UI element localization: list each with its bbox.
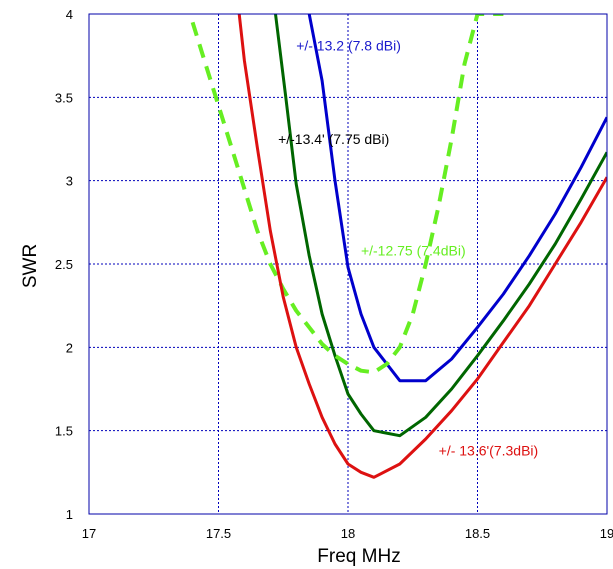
- y-tick-label: 2: [66, 340, 73, 355]
- curve-annotation: +/- 13.2 (7.8 dBi): [296, 38, 401, 54]
- plot-frame: [88, 13, 608, 515]
- x-tick-label: 18: [341, 526, 355, 541]
- x-tick-labels: 17 17.5 18 18.5 19: [82, 526, 613, 541]
- y-tick-label: 3.5: [55, 90, 73, 105]
- series-line-3: [237, 14, 607, 479]
- series-line-2: [190, 14, 504, 375]
- curve-annotations: +/- 13.2 (7.8 dBi) +/-13.4' (7.75 dBi) +/-…: [278, 38, 538, 459]
- y-tick-label: 2.5: [55, 257, 73, 272]
- curve-annotation: +/-12.75 (7.4dBi): [361, 243, 466, 259]
- y-tick-label: 3: [66, 174, 73, 189]
- y-tick-labels: 1 1.5 2 2.5 3 3.5 4: [55, 7, 73, 522]
- x-tick-label: 18.5: [465, 526, 490, 541]
- series-line-0: [307, 14, 607, 383]
- series-line-1: [274, 14, 607, 438]
- y-tick-label: 1: [66, 507, 73, 522]
- curve-annotation: +/-13.4' (7.75 dBi): [278, 131, 389, 147]
- y-tick-label: 1.5: [55, 424, 73, 439]
- y-tick-label: 4: [66, 7, 73, 22]
- curve-annotation: +/- 13.6'(7.3dBi): [439, 443, 539, 459]
- y-axis-title: SWR: [20, 244, 41, 288]
- x-tick-label: 19: [600, 526, 613, 541]
- x-tick-label: 17: [82, 526, 96, 541]
- x-tick-label: 17.5: [206, 526, 231, 541]
- series-lines: [190, 14, 607, 479]
- x-axis-title: Freq MHz: [317, 546, 400, 567]
